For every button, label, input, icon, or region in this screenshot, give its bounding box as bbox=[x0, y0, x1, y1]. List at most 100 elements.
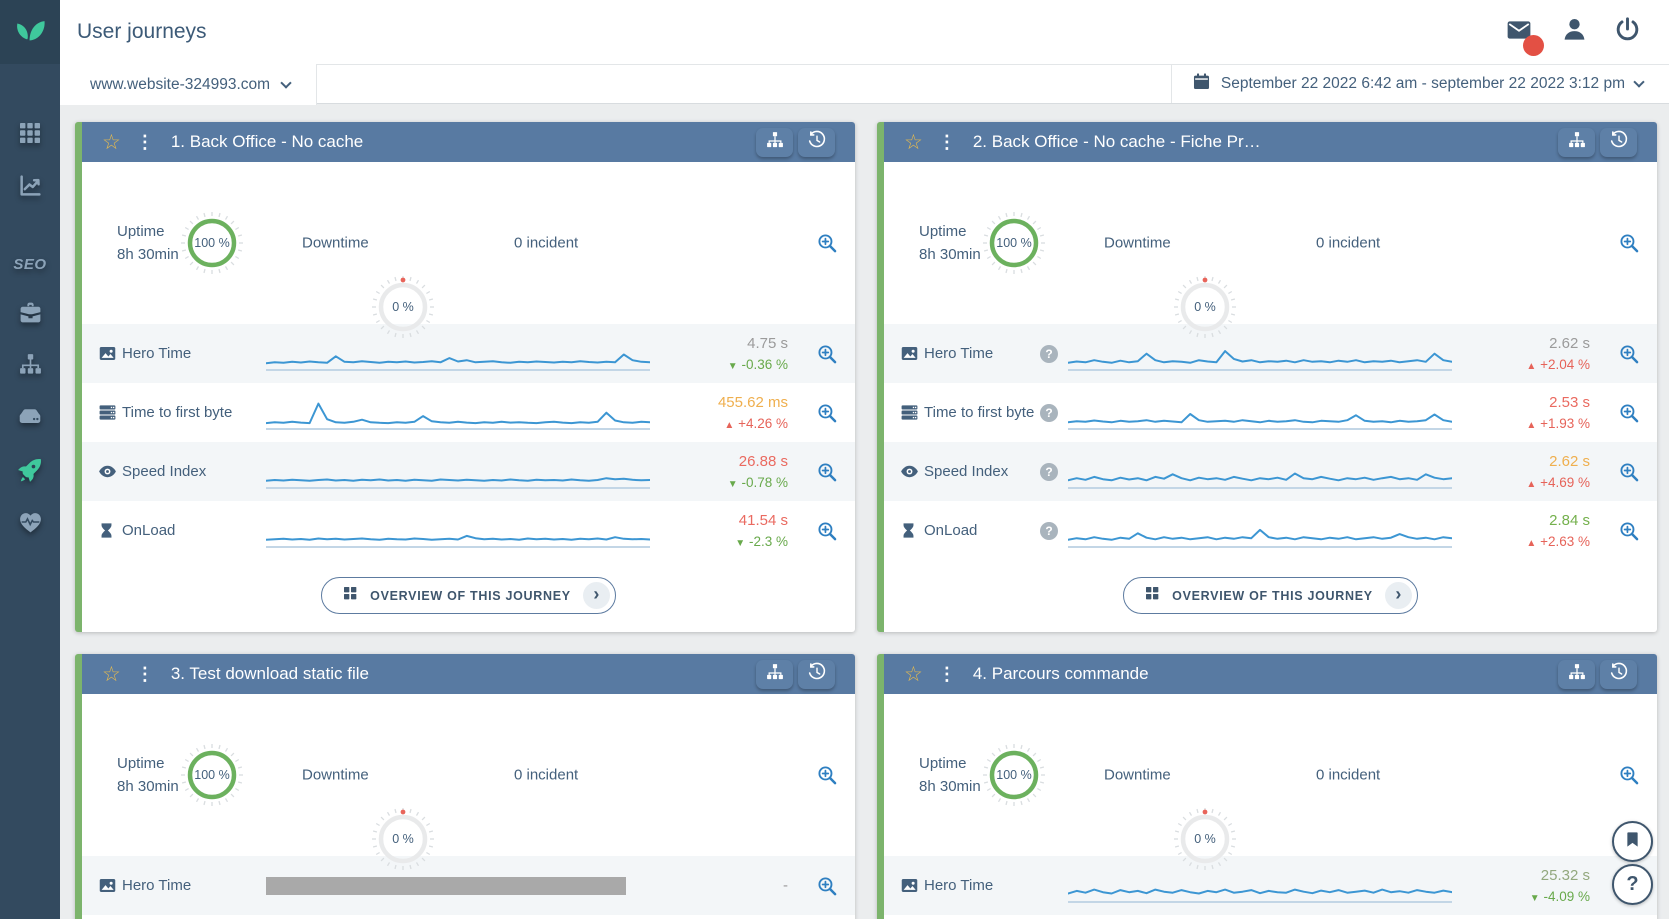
metric-sparkline bbox=[265, 455, 651, 489]
chevron-right-icon: › bbox=[582, 582, 610, 609]
zoom-icon[interactable] bbox=[1618, 764, 1640, 786]
downtime-gauge: 0 % bbox=[371, 807, 435, 871]
user-icon bbox=[1561, 16, 1588, 48]
top-bar: User journeys bbox=[60, 0, 1669, 64]
journey-card-1: ☆ ⋮ 1. Back Office - No cache Uptime 8h 3… bbox=[75, 122, 855, 632]
zoom-icon[interactable] bbox=[816, 764, 838, 786]
calendar-icon bbox=[1192, 72, 1211, 96]
stack-icon bbox=[98, 403, 122, 422]
metric-sparkline bbox=[1067, 337, 1453, 371]
metric-value: 26.88 s bbox=[738, 453, 788, 471]
downtime-gauge: 0 % bbox=[1173, 275, 1237, 339]
metric-value: 455.62 ms bbox=[717, 394, 788, 412]
metric-label: Speed Index bbox=[924, 463, 1009, 480]
image-icon bbox=[900, 344, 924, 363]
zoom-icon[interactable] bbox=[816, 875, 838, 897]
help-icon[interactable]: ? bbox=[1040, 403, 1058, 422]
metric-label: Hero Time bbox=[924, 877, 994, 894]
bookmark-button[interactable] bbox=[1612, 821, 1653, 862]
zoom-icon[interactable] bbox=[816, 461, 838, 483]
zoom-icon[interactable] bbox=[816, 402, 838, 424]
help-icon[interactable]: ? bbox=[1040, 344, 1058, 363]
card-header: ☆ ⋮ 1. Back Office - No cache bbox=[82, 122, 855, 162]
metric-label: Time to first byte bbox=[122, 404, 233, 421]
power-icon bbox=[1614, 16, 1641, 48]
date-range-selector[interactable]: September 22 2022 6:42 am - september 22… bbox=[1170, 65, 1669, 103]
history-button[interactable] bbox=[798, 659, 835, 689]
grid-small-icon bbox=[342, 585, 358, 606]
availability-section: Uptime 8h 30min 100 % Downtime 0 % 0 inci… bbox=[884, 694, 1657, 870]
sidebar-item-toolbox[interactable] bbox=[0, 300, 60, 325]
sitemap-icon bbox=[765, 130, 785, 155]
favorite-star-icon[interactable]: ☆ bbox=[102, 662, 121, 686]
zoom-icon[interactable] bbox=[816, 520, 838, 542]
zoom-icon[interactable] bbox=[1618, 232, 1640, 254]
journey-steps-button[interactable] bbox=[756, 127, 793, 157]
sidebar-item-monitoring[interactable] bbox=[0, 510, 60, 535]
favorite-star-icon[interactable]: ☆ bbox=[904, 662, 923, 686]
history-button[interactable] bbox=[1600, 127, 1637, 157]
zoom-icon[interactable] bbox=[1618, 343, 1640, 365]
incident-count: 0 incident bbox=[514, 766, 579, 784]
zoom-icon[interactable] bbox=[816, 232, 838, 254]
metric-delta: ▲ +4.69 % bbox=[1526, 475, 1590, 491]
sidebar-item-analytics[interactable] bbox=[0, 173, 60, 198]
zoom-icon[interactable] bbox=[1618, 520, 1640, 542]
user-button[interactable] bbox=[1561, 16, 1588, 48]
metric-label: OnLoad bbox=[924, 522, 978, 539]
app-logo[interactable] bbox=[0, 0, 60, 64]
metric-delta: ▼ -0.78 % bbox=[727, 475, 788, 491]
kebab-menu-icon[interactable]: ⋮ bbox=[937, 132, 956, 152]
incident-count: 0 incident bbox=[1316, 766, 1381, 784]
help-icon[interactable]: ? bbox=[1040, 462, 1058, 481]
metric-row-speed-index: Speed Index ? 2.62 s ▲ +4.69 % bbox=[884, 442, 1657, 501]
uptime-label: Uptime 8h 30min bbox=[919, 222, 981, 263]
help-icon[interactable]: ? bbox=[1040, 521, 1058, 540]
sidebar-item-seo[interactable]: SEO bbox=[0, 256, 60, 273]
eye-icon bbox=[900, 462, 924, 481]
mail-button[interactable] bbox=[1503, 17, 1544, 56]
journey-steps-button[interactable] bbox=[1558, 659, 1595, 689]
incident-count: 0 incident bbox=[514, 234, 579, 252]
kebab-menu-icon[interactable]: ⋮ bbox=[937, 664, 956, 684]
journey-title: 2. Back Office - No cache - Fiche Pr… bbox=[972, 132, 1261, 151]
chart-icon bbox=[18, 173, 43, 198]
briefcase-icon bbox=[18, 300, 43, 325]
favorite-star-icon[interactable]: ☆ bbox=[904, 130, 923, 154]
zoom-icon[interactable] bbox=[1618, 402, 1640, 424]
kebab-menu-icon[interactable]: ⋮ bbox=[135, 664, 154, 684]
uptime-label: Uptime 8h 30min bbox=[117, 222, 179, 263]
sidebar-item-servers[interactable] bbox=[0, 404, 60, 430]
metric-sparkline bbox=[1067, 455, 1453, 489]
sidebar-item-pages[interactable] bbox=[0, 352, 60, 377]
metric-sparkline bbox=[1067, 396, 1453, 430]
mail-icon bbox=[1503, 17, 1535, 48]
metric-label: OnLoad bbox=[122, 522, 176, 539]
journey-steps-button[interactable] bbox=[1558, 127, 1595, 157]
zoom-icon[interactable] bbox=[1618, 461, 1640, 483]
history-button[interactable] bbox=[1600, 659, 1637, 689]
site-name: www.website-324993.com bbox=[90, 75, 271, 93]
sidebar-item-apps[interactable] bbox=[0, 121, 60, 145]
site-selector[interactable]: www.website-324993.com bbox=[60, 64, 318, 105]
sidebar-item-user-journeys[interactable] bbox=[0, 457, 60, 483]
eye-icon bbox=[98, 462, 122, 481]
logout-button[interactable] bbox=[1614, 16, 1641, 48]
filter-bar: www.website-324993.com September 22 2022… bbox=[60, 64, 1669, 105]
help-button[interactable]: ? bbox=[1612, 864, 1653, 905]
metric-label: Time to first byte bbox=[924, 404, 1035, 421]
history-icon bbox=[807, 130, 827, 155]
uptime-label: Uptime 8h 30min bbox=[919, 754, 981, 795]
metric-label: Hero Time bbox=[122, 877, 192, 894]
overview-journey-button[interactable]: OVERVIEW OF THIS JOURNEY › bbox=[1123, 577, 1418, 614]
zoom-icon[interactable] bbox=[816, 343, 838, 365]
metric-value: 2.62 s bbox=[1549, 335, 1590, 353]
uptime-label: Uptime 8h 30min bbox=[117, 754, 179, 795]
journey-steps-button[interactable] bbox=[756, 659, 793, 689]
favorite-star-icon[interactable]: ☆ bbox=[102, 130, 121, 154]
availability-section: Uptime 8h 30min 100 % Downtime 0 % 0 inci… bbox=[82, 694, 855, 870]
downtime-label: Downtime bbox=[302, 234, 369, 252]
overview-journey-button[interactable]: OVERVIEW OF THIS JOURNEY › bbox=[321, 577, 616, 614]
kebab-menu-icon[interactable]: ⋮ bbox=[135, 132, 154, 152]
history-button[interactable] bbox=[798, 127, 835, 157]
